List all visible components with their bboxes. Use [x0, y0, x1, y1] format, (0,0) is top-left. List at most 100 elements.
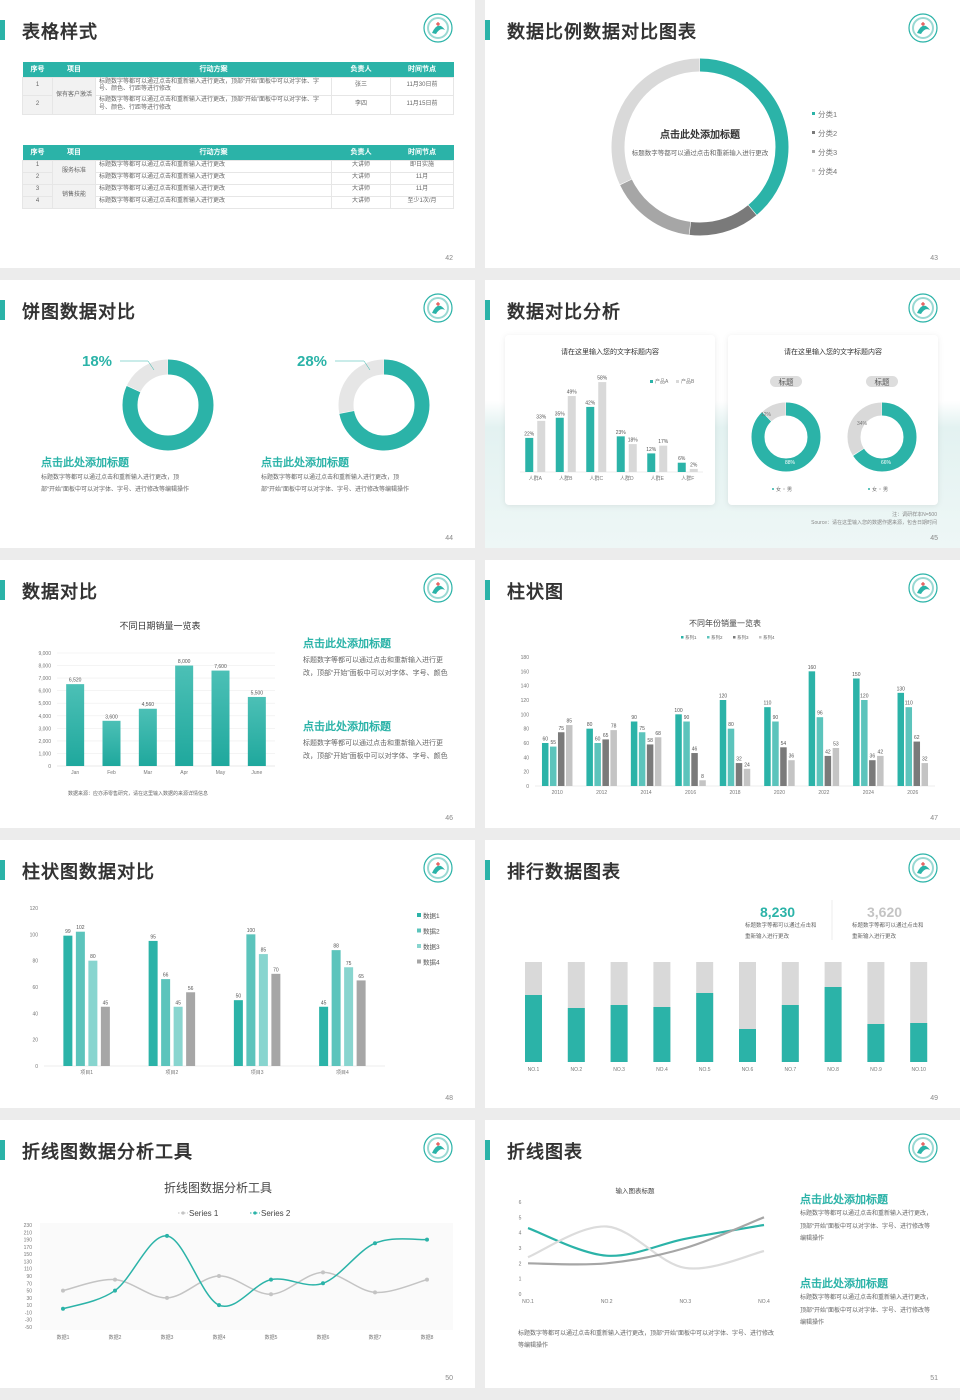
- y-tick-label: 0: [526, 784, 529, 790]
- stat-text: 标题数字等都可以通过点击和重新输入进行更改: [852, 923, 924, 940]
- bar: [75, 931, 85, 1066]
- x-tick-label: 项目1: [80, 1070, 93, 1076]
- title-accent-bar: [0, 20, 5, 40]
- column-header: 行动方案: [95, 62, 332, 77]
- x-tick-label: Jan: [71, 770, 79, 776]
- y-tick-label: 160: [521, 669, 530, 675]
- logo-leaf: [432, 1145, 445, 1154]
- slide-title: 排行数据图表: [507, 862, 621, 882]
- logo-inner: [912, 577, 934, 599]
- logo-cross: [436, 582, 440, 586]
- legend-swatch: [676, 380, 679, 383]
- column-header: 负责人: [331, 62, 391, 77]
- stat-text: 标题数字等都可以通过点击和重新输入进行更改: [745, 923, 817, 940]
- bar: [102, 720, 121, 766]
- pie-label-pill: [866, 376, 898, 387]
- bar: [727, 728, 735, 786]
- bar: [555, 417, 564, 472]
- logo-inner: [912, 297, 934, 319]
- row-number: 1: [22, 76, 53, 97]
- legend-swatch: [681, 636, 684, 639]
- chart-title: 请在这里输入您的文字标题内容: [784, 347, 882, 356]
- legend-label: 数据3: [423, 942, 440, 951]
- deadline-cell: 11月30日前: [390, 76, 454, 97]
- donut-segment: [847, 402, 917, 472]
- table-row: 2 标题数字等都可以通过点击和重新输入进行更改，顶部“开始”面板中可以对字体、字号…: [22, 95, 454, 115]
- title-accent-bar: [0, 1140, 5, 1160]
- bar: [88, 960, 98, 1066]
- logo-cross: [436, 22, 440, 26]
- logo-cross: [921, 1142, 925, 1146]
- x-tick-label: 人群C: [589, 475, 603, 482]
- x-tick-label: Apr: [180, 770, 188, 776]
- legend-label: 分类3: [818, 147, 837, 157]
- logo-cross: [436, 302, 440, 306]
- y-tick-label: 100: [30, 932, 39, 938]
- data-label: 22%: [524, 431, 535, 437]
- logo-emblem-icon: [423, 293, 453, 323]
- title-accent-bar: [485, 20, 490, 40]
- data-label: 32: [922, 757, 928, 763]
- data-point: [217, 1303, 221, 1308]
- x-tick-label: 人群A: [529, 475, 543, 482]
- data-point: [269, 1292, 273, 1297]
- slide-49: 排行数据图表 49 NO.1 NO.2 NO.3 NO.4 NO.5 NO.6 NO.7 NO.8…: [485, 840, 960, 1108]
- row-number: 3: [22, 183, 53, 197]
- y-tick-label: 0: [48, 764, 51, 770]
- project-cell: 保有客户激活: [52, 76, 96, 115]
- slide-canvas: 18% 28%: [82, 293, 453, 451]
- rank-bar-fill: [824, 987, 842, 1062]
- bar: [211, 670, 230, 766]
- slide-51: 折线图表 51 输入图表标题 0 1 2 3 4 5 6 NO.1 NO.2 NO.3 NO.4 标题数字等…: [485, 1120, 960, 1388]
- donut-segment: [122, 359, 214, 451]
- data-label: 90: [631, 715, 637, 721]
- title-accent-bar: [485, 860, 490, 880]
- bar: [565, 725, 573, 786]
- title-accent-bar: [485, 580, 490, 600]
- data-label: 8: [701, 774, 704, 780]
- bar: [233, 1000, 243, 1066]
- y-tick-label: -30: [25, 1318, 32, 1324]
- percent-label: 28%: [297, 353, 327, 370]
- bar: [638, 732, 646, 786]
- owner-cell: 张三: [331, 76, 391, 97]
- slide-title: 表格样式: [22, 22, 98, 42]
- pie-label: 标题: [875, 377, 890, 387]
- legend-label: 系列1: [685, 634, 697, 641]
- logo-emblem-icon: [908, 853, 938, 883]
- title-accent-bar: [485, 300, 490, 320]
- y-tick-label: 9,000: [38, 651, 51, 657]
- action-cell: 标题数字等都可以通过点击和重新输入进行更改: [95, 195, 332, 209]
- data-point: [165, 1295, 169, 1300]
- logo-inner: [427, 1137, 449, 1159]
- bar: [764, 707, 771, 786]
- bar: [869, 760, 876, 786]
- legend-swatch: [868, 488, 870, 490]
- logo-cross: [436, 1142, 440, 1146]
- data-label: 54: [781, 741, 787, 747]
- bar: [630, 721, 638, 786]
- y-tick-label: 7,000: [38, 676, 51, 682]
- data-point: [61, 1306, 65, 1311]
- logo-inner: [427, 577, 449, 599]
- data-label: 33%: [536, 414, 547, 420]
- project-cell: 销售技能: [52, 183, 96, 209]
- slide-canvas: NO.1 NO.2 NO.3 NO.4 NO.5 NO.6 NO.7 NO.8 NO.9 NO.1…: [525, 853, 938, 1073]
- legend-label: Series 1: [189, 1209, 219, 1218]
- bar: [699, 780, 706, 786]
- owner-cell: 大讲师: [331, 183, 391, 197]
- bar: [772, 721, 779, 786]
- row-number: 2: [22, 171, 53, 185]
- data-label: 23%: [616, 430, 627, 436]
- data-label: 110: [905, 701, 913, 707]
- donut-segment: [847, 402, 917, 472]
- legend-swatch: [812, 169, 815, 172]
- page-number: 49: [930, 1095, 938, 1102]
- chart-title: 折线图数据分析工具: [164, 1180, 272, 1195]
- y-tick-label: 40: [32, 1011, 38, 1017]
- bar: [586, 728, 593, 786]
- leader-line: [120, 360, 155, 371]
- logo-leaf: [432, 305, 445, 314]
- pie-label-pill: [770, 376, 802, 387]
- bar: [100, 1006, 110, 1066]
